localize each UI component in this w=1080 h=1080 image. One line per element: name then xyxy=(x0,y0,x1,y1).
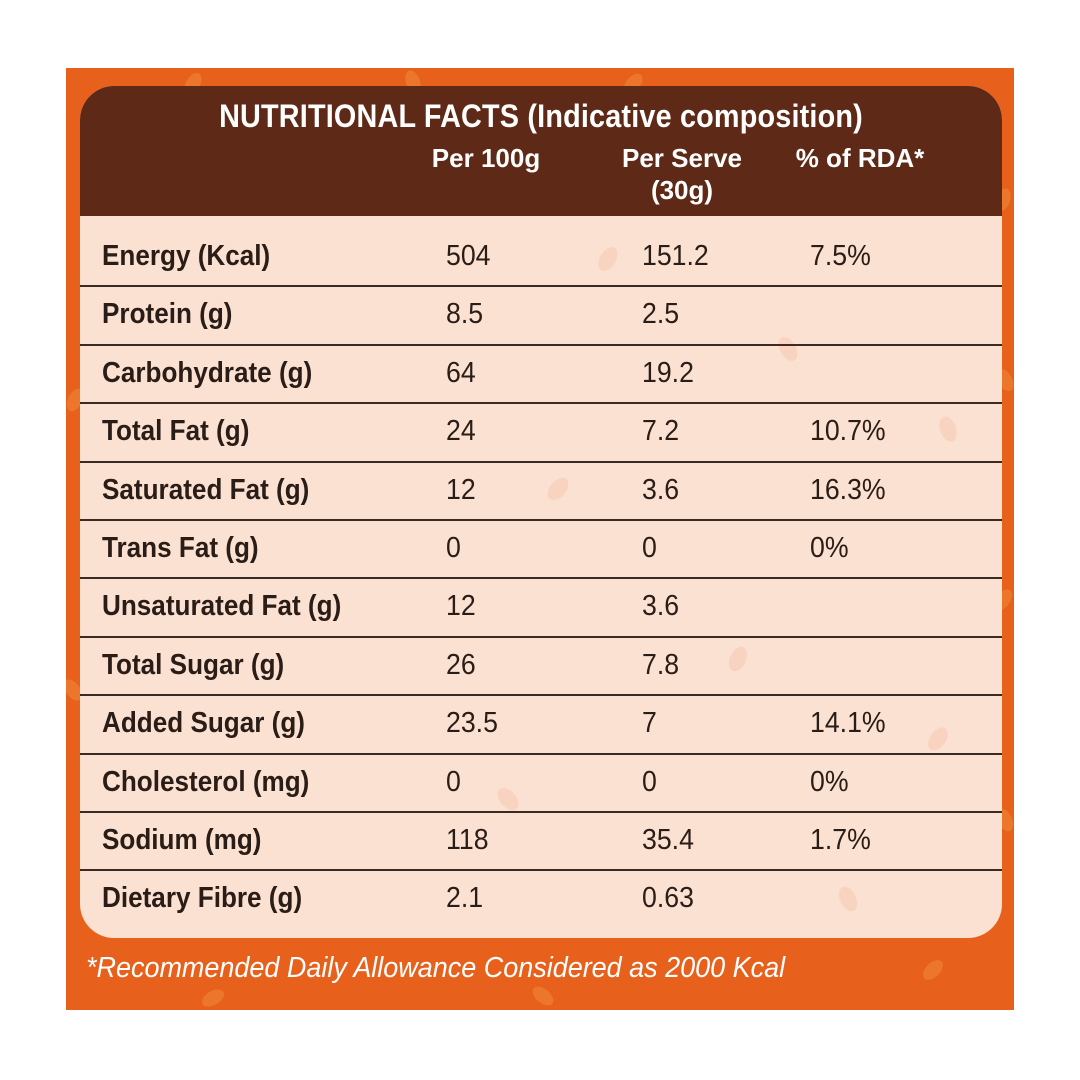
value-rda: 1.7% xyxy=(810,823,871,856)
value-per-serve: 35.4 xyxy=(642,823,694,856)
value-per-serve: 2.5 xyxy=(642,298,680,331)
value-rda: 14.1% xyxy=(810,707,886,740)
value-per-serve: 0 xyxy=(642,531,657,564)
nutrient-label: Total Sugar (g) xyxy=(102,648,285,681)
value-per-serve: 0.63 xyxy=(642,882,694,915)
column-header-per-serve-line1: Per Serve xyxy=(622,143,742,173)
nutrient-label: Sodium (mg) xyxy=(102,823,262,856)
table-body: Energy (Kcal) 504 151.2 7.5% Protein (g)… xyxy=(80,229,1002,930)
table-row: Protein (g) 8.5 2.5 xyxy=(80,287,1002,346)
table-header: NUTRITIONAL FACTS (Indicative compositio… xyxy=(80,86,1002,216)
value-per-serve: 7.8 xyxy=(642,648,680,681)
table-row: Saturated Fat (g) 12 3.6 16.3% xyxy=(80,463,1002,521)
table-row: Added Sugar (g) 23.5 7 14.1% xyxy=(80,696,1002,755)
value-per-serve: 0 xyxy=(642,765,657,798)
value-per-100g: 0 xyxy=(446,765,461,798)
table-row: Unsaturated Fat (g) 12 3.6 xyxy=(80,579,1002,638)
nutrition-label-panel: NUTRITIONAL FACTS (Indicative compositio… xyxy=(66,68,1014,1010)
column-header-per-serve-line2: (30g) xyxy=(650,175,714,205)
leaf-pattern xyxy=(529,982,557,1010)
leaf-pattern xyxy=(919,956,947,984)
table-row: Trans Fat (g) 0 0 0% xyxy=(80,521,1002,580)
value-per-100g: 24 xyxy=(446,415,476,448)
table-row: Carbohydrate (g) 64 19.2 xyxy=(80,346,1002,405)
value-per-serve: 19.2 xyxy=(642,356,694,389)
table-row: Total Fat (g) 24 7.2 10.7% xyxy=(80,404,1002,463)
nutrient-label: Energy (Kcal) xyxy=(102,240,271,272)
nutrition-table: NUTRITIONAL FACTS (Indicative compositio… xyxy=(80,86,1002,938)
value-per-100g: 0 xyxy=(446,531,461,564)
column-header-per-serve: Per Serve (30g) xyxy=(592,142,772,206)
value-per-100g: 504 xyxy=(446,240,491,272)
value-per-100g: 12 xyxy=(446,473,476,506)
value-per-serve: 7 xyxy=(642,707,657,740)
nutrient-label: Saturated Fat (g) xyxy=(102,473,310,506)
value-per-100g: 2.1 xyxy=(446,882,484,915)
table-row: Total Sugar (g) 26 7.8 xyxy=(80,638,1002,697)
value-per-100g: 23.5 xyxy=(446,707,498,740)
table-row: Dietary Fibre (g) 2.1 0.63 xyxy=(80,871,1002,929)
table-row: Energy (Kcal) 504 151.2 7.5% xyxy=(80,229,1002,288)
nutrient-label: Cholesterol (mg) xyxy=(102,765,310,798)
table-title: NUTRITIONAL FACTS (Indicative compositio… xyxy=(219,98,863,134)
value-rda: 0% xyxy=(810,765,849,798)
value-per-100g: 12 xyxy=(446,590,476,623)
value-per-serve: 3.6 xyxy=(642,590,680,623)
column-header-rda: % of RDA* xyxy=(795,143,925,173)
value-per-100g: 64 xyxy=(446,356,476,389)
value-per-100g: 26 xyxy=(446,648,476,681)
nutrient-label: Unsaturated Fat (g) xyxy=(102,590,342,623)
rda-footnote: *Recommended Daily Allowance Considered … xyxy=(86,952,786,984)
nutrient-label: Trans Fat (g) xyxy=(102,531,259,564)
table-row: Cholesterol (mg) 0 0 0% xyxy=(80,755,1002,813)
nutrient-label: Added Sugar (g) xyxy=(102,707,305,740)
value-rda: 10.7% xyxy=(810,415,886,448)
value-per-serve: 3.6 xyxy=(642,473,680,506)
value-per-100g: 8.5 xyxy=(446,298,484,331)
table-row: Sodium (mg) 118 35.4 1.7% xyxy=(80,813,1002,872)
nutrient-label: Protein (g) xyxy=(102,298,233,331)
value-per-serve: 151.2 xyxy=(642,240,709,272)
nutrient-label: Total Fat (g) xyxy=(102,415,250,448)
value-per-serve: 7.2 xyxy=(642,415,680,448)
value-rda: 0% xyxy=(810,531,849,564)
nutrient-label: Dietary Fibre (g) xyxy=(102,882,303,915)
nutrient-label: Carbohydrate (g) xyxy=(102,356,313,389)
value-rda: 16.3% xyxy=(810,473,886,506)
value-rda: 7.5% xyxy=(810,240,871,272)
column-header-per-100g: Per 100g xyxy=(431,143,541,173)
leaf-pattern xyxy=(199,985,227,1010)
value-per-100g: 118 xyxy=(446,823,489,856)
